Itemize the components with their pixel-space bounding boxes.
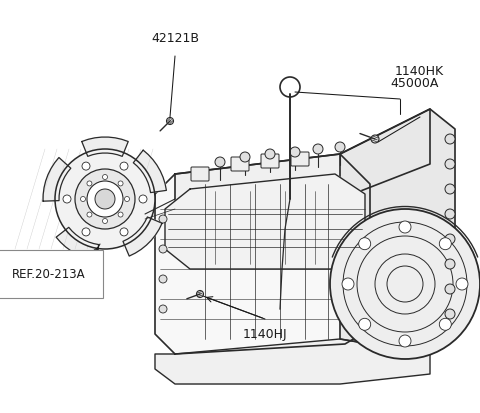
Circle shape — [196, 291, 204, 298]
Circle shape — [55, 150, 155, 249]
Circle shape — [439, 238, 451, 250]
Text: 42121B: 42121B — [151, 32, 199, 45]
Polygon shape — [133, 151, 167, 193]
Circle shape — [82, 163, 90, 171]
Polygon shape — [123, 218, 162, 256]
Circle shape — [87, 213, 92, 218]
Polygon shape — [56, 228, 98, 261]
Circle shape — [445, 209, 455, 219]
Circle shape — [95, 190, 115, 209]
Circle shape — [342, 278, 354, 290]
Circle shape — [445, 185, 455, 195]
Polygon shape — [165, 175, 365, 269]
Circle shape — [445, 259, 455, 269]
Circle shape — [399, 335, 411, 347]
Circle shape — [120, 228, 128, 236]
Circle shape — [445, 235, 455, 244]
Circle shape — [118, 213, 123, 218]
Circle shape — [124, 197, 130, 202]
Text: 1140HJ: 1140HJ — [243, 327, 288, 340]
Circle shape — [103, 175, 108, 180]
Circle shape — [290, 147, 300, 158]
Circle shape — [82, 228, 90, 236]
Circle shape — [445, 159, 455, 170]
Polygon shape — [43, 158, 71, 202]
Circle shape — [445, 309, 455, 319]
Circle shape — [159, 216, 167, 223]
Circle shape — [167, 118, 173, 125]
FancyBboxPatch shape — [291, 153, 309, 166]
Circle shape — [265, 150, 275, 159]
Circle shape — [118, 181, 123, 187]
Circle shape — [120, 163, 128, 171]
Circle shape — [159, 245, 167, 254]
Circle shape — [87, 182, 123, 218]
Circle shape — [139, 195, 147, 204]
FancyBboxPatch shape — [191, 168, 209, 182]
Circle shape — [159, 305, 167, 313]
Text: REF.20-213A: REF.20-213A — [12, 268, 85, 281]
Circle shape — [439, 318, 451, 330]
Circle shape — [87, 181, 92, 187]
Circle shape — [313, 145, 323, 154]
Circle shape — [335, 142, 345, 153]
Circle shape — [359, 238, 371, 250]
Circle shape — [215, 158, 225, 168]
Polygon shape — [175, 110, 430, 214]
Polygon shape — [340, 110, 455, 354]
Circle shape — [103, 219, 108, 224]
Polygon shape — [155, 154, 370, 354]
Text: 45000A: 45000A — [390, 77, 438, 90]
Circle shape — [159, 275, 167, 283]
Text: 1140HK: 1140HK — [395, 65, 444, 78]
Polygon shape — [155, 339, 430, 384]
Circle shape — [81, 197, 85, 202]
FancyBboxPatch shape — [231, 158, 249, 171]
Circle shape — [75, 170, 135, 230]
Polygon shape — [82, 138, 128, 157]
Circle shape — [445, 135, 455, 145]
Circle shape — [371, 136, 379, 144]
Circle shape — [456, 278, 468, 290]
Circle shape — [399, 221, 411, 233]
FancyBboxPatch shape — [261, 154, 279, 169]
Circle shape — [330, 209, 480, 359]
Circle shape — [445, 284, 455, 294]
Circle shape — [240, 153, 250, 163]
Circle shape — [359, 318, 371, 330]
Circle shape — [63, 195, 71, 204]
